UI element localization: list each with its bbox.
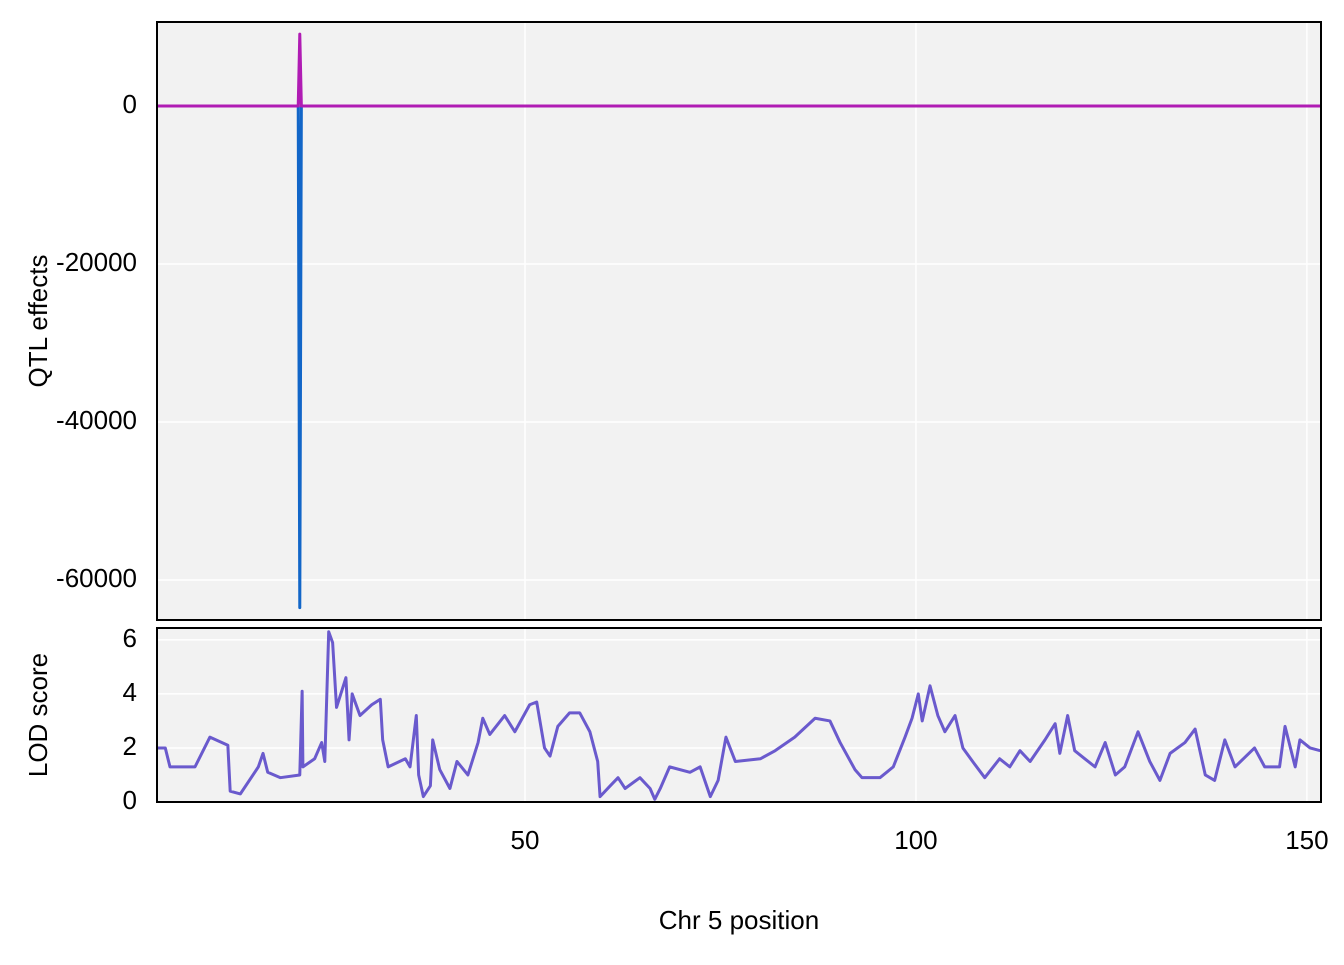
y-axis-label: LOD score — [23, 653, 53, 777]
line — [157, 32, 1321, 108]
y-axis-label: QTL effects — [23, 255, 53, 388]
x-tick-label: 100 — [894, 825, 937, 855]
y-tick-label: 2 — [123, 731, 137, 761]
plot-background — [157, 22, 1321, 620]
y-tick-label: -20000 — [56, 247, 137, 277]
y-tick-label: 0 — [123, 89, 137, 119]
line — [157, 630, 1321, 801]
plot-border — [156, 627, 1322, 803]
y-tick-label: 6 — [123, 623, 137, 653]
x-axis-label: Chr 5 position — [659, 905, 819, 935]
plot-border — [156, 21, 1322, 621]
y-tick-label: -60000 — [56, 563, 137, 593]
x-tick-label: 50 — [511, 825, 540, 855]
y-tick-label: 0 — [123, 785, 137, 815]
plot-background — [157, 628, 1321, 802]
y-tick-label: 4 — [123, 677, 137, 707]
x-tick-label: 150 — [1285, 825, 1328, 855]
y-tick-label: -40000 — [56, 405, 137, 435]
